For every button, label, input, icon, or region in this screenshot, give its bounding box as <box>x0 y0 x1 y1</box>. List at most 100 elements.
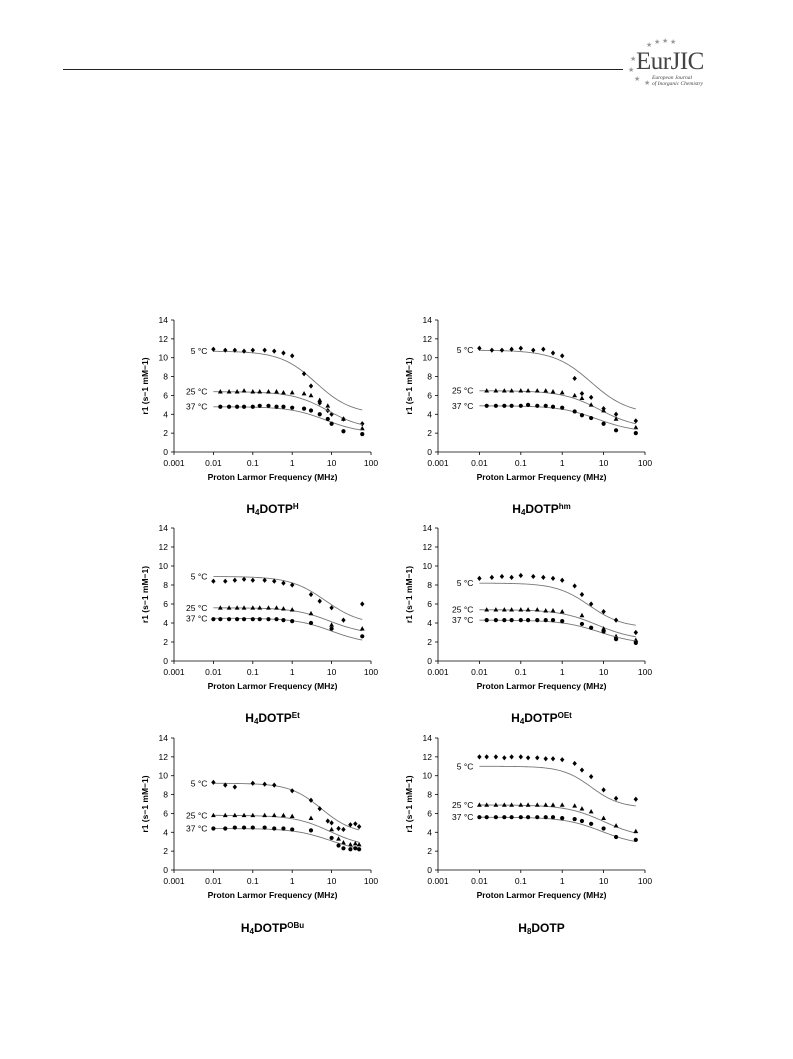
fit-curve <box>479 816 636 843</box>
data-point <box>360 421 365 427</box>
data-point <box>241 348 247 354</box>
data-point <box>543 756 548 762</box>
data-point <box>518 403 523 408</box>
panel-title-part: DOTP <box>525 502 558 516</box>
chart-panel-6: 0 2 4 6 8 10 12 14 0.001 0.01 0.1 1 10 100 Proton Larm… <box>404 733 652 936</box>
series-label: 37 °C <box>186 824 207 834</box>
data-point <box>341 416 346 421</box>
data-point <box>477 575 482 581</box>
data-point <box>274 605 279 610</box>
data-point <box>601 826 606 831</box>
data-point <box>262 347 267 353</box>
panel-title-part: DOTP <box>531 921 564 935</box>
data-point <box>484 388 490 393</box>
panel-title-part: hm <box>559 502 571 511</box>
y-tick-label: 2 <box>427 846 432 856</box>
y-tick-label: 0 <box>163 656 168 666</box>
logo-main-text: EurJIC <box>636 48 704 75</box>
data-point <box>588 394 594 400</box>
star-icon: ★ <box>662 38 669 45</box>
data-point <box>572 816 577 822</box>
y-tick-label: 14 <box>159 315 169 325</box>
x-tick-label: 1 <box>290 876 295 886</box>
data-point <box>518 754 523 760</box>
data-point <box>348 847 353 852</box>
x-tick-label: 1 <box>290 458 295 468</box>
data-point <box>535 403 540 408</box>
y-tick-label: 6 <box>163 390 168 400</box>
data-point <box>525 388 531 393</box>
data-point <box>509 754 514 760</box>
x-tick-label: 1 <box>560 876 565 886</box>
data-point <box>534 607 540 612</box>
data-point <box>633 424 639 430</box>
data-point <box>266 617 271 622</box>
data-point <box>559 390 565 395</box>
data-point <box>241 576 247 582</box>
panel-title-part: OBu <box>287 921 304 930</box>
series-label: 37 °C <box>452 401 473 411</box>
data-point <box>572 392 578 398</box>
data-point <box>341 429 346 434</box>
data-point <box>502 618 507 623</box>
data-point <box>241 812 247 818</box>
data-point <box>613 411 619 417</box>
data-point <box>579 395 585 401</box>
data-point <box>550 575 556 581</box>
x-tick-label: 100 <box>364 667 378 677</box>
x-tick-label: 10 <box>599 458 609 468</box>
data-point <box>232 784 238 790</box>
data-point <box>234 605 240 610</box>
data-point <box>525 755 531 761</box>
data-point <box>329 826 334 832</box>
data-point <box>518 345 523 351</box>
data-point <box>525 815 531 820</box>
data-point <box>613 823 619 828</box>
journal-logo: ★ ★ ★ ★ ★ ★ ★ ★ EurJIC European Journal … <box>626 38 736 92</box>
data-point <box>543 388 549 393</box>
data-point <box>232 825 237 830</box>
data-point <box>493 388 499 393</box>
data-point <box>281 404 286 409</box>
y-tick-label: 0 <box>427 865 432 875</box>
y-tick-label: 6 <box>163 808 168 818</box>
data-point <box>274 617 279 622</box>
data-point <box>550 802 556 807</box>
panel-title-part: 4 <box>254 717 259 726</box>
data-point <box>550 608 556 613</box>
x-tick-label: 0.1 <box>247 876 259 886</box>
data-point <box>477 754 482 760</box>
panel-title-part: 4 <box>521 508 526 517</box>
data-point <box>250 780 255 786</box>
data-point <box>559 609 565 614</box>
x-tick-label: 0.1 <box>515 876 527 886</box>
data-point <box>232 347 238 353</box>
data-point <box>222 812 228 818</box>
y-tick-label: 0 <box>427 447 432 457</box>
x-tick-label: 0.001 <box>427 667 449 677</box>
data-point <box>559 802 565 807</box>
data-point <box>317 397 323 402</box>
data-point <box>341 846 346 851</box>
data-point <box>518 618 523 623</box>
series-label: 37 °C <box>186 613 207 623</box>
data-point <box>250 605 256 610</box>
y-tick-label: 2 <box>163 428 168 438</box>
fit-curve <box>213 406 363 431</box>
y-axis-label: r1 (s−1 mM−1) <box>404 775 414 832</box>
data-point <box>543 802 549 807</box>
data-point <box>601 787 606 793</box>
data-point <box>262 781 267 787</box>
data-point <box>560 757 565 763</box>
chart-panel-5: 0 2 4 6 8 10 12 14 0.001 0.01 0.1 1 10 100 Proton Larm… <box>140 733 378 936</box>
data-point <box>271 812 277 818</box>
data-point <box>502 755 507 761</box>
x-tick-label: 0.01 <box>471 458 488 468</box>
y-tick-label: 14 <box>423 523 433 533</box>
data-point <box>281 390 286 395</box>
data-point <box>579 621 585 627</box>
x-tick-label: 0.1 <box>515 458 527 468</box>
data-point <box>308 591 314 598</box>
data-point <box>531 573 536 580</box>
data-point <box>579 390 585 397</box>
